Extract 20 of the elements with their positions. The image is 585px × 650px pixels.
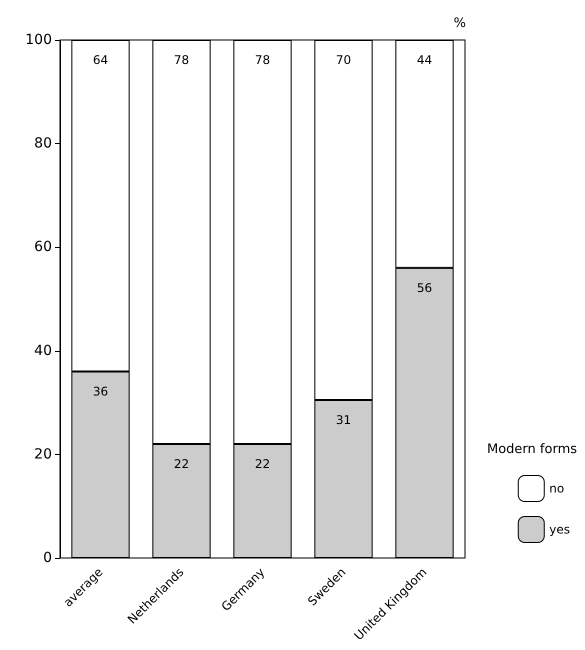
- data-label: 44: [416, 53, 432, 67]
- y-tick-label: 40: [34, 342, 52, 359]
- data-label: 56: [416, 280, 432, 295]
- data-label: 22: [174, 457, 190, 472]
- legend-title: Modern forms: [487, 442, 578, 457]
- data-label: 36: [92, 384, 108, 399]
- legend-label: yes: [549, 522, 570, 536]
- legend-label: no: [549, 482, 564, 496]
- data-label: 70: [336, 53, 352, 67]
- data-label: 31: [336, 413, 352, 428]
- data-label: 22: [254, 457, 270, 472]
- y-tick-label: 60: [34, 239, 52, 256]
- y-tick-label: 80: [34, 136, 52, 152]
- y-tick-label: 100: [25, 32, 52, 48]
- data-label: 78: [174, 53, 190, 67]
- y-tick-label: 20: [34, 446, 52, 462]
- data-label: 78: [254, 53, 270, 67]
- data-label: 64: [92, 53, 108, 67]
- y-tick-label: 0: [43, 550, 52, 566]
- y-axis-title: %: [454, 16, 466, 31]
